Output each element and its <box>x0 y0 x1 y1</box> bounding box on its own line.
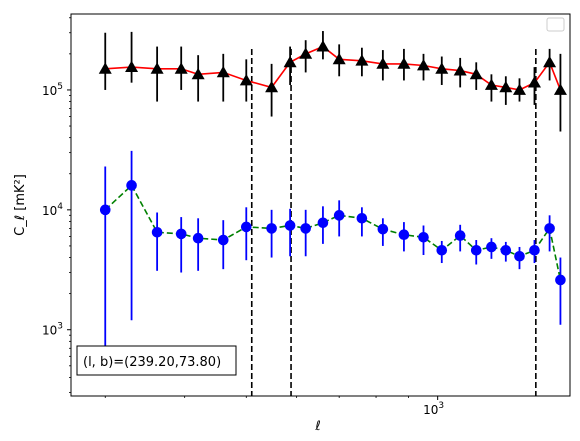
legend <box>546 17 565 32</box>
x-tick-base: 10 <box>423 403 438 417</box>
y-axis-label: C_ℓ [mK²] <box>13 174 28 236</box>
circle-point <box>217 234 229 246</box>
triangle-point <box>191 67 205 80</box>
annotation-box: (l, b)=(239.20,73.80) <box>76 345 237 376</box>
circle-point <box>470 244 482 256</box>
triangle-point <box>150 62 164 74</box>
triangle-point <box>499 80 513 93</box>
triangle-point <box>316 40 330 52</box>
triangle-point <box>283 55 297 68</box>
circle-point <box>500 244 512 256</box>
triangle-point <box>376 57 390 69</box>
triangle-point <box>265 80 279 93</box>
circle-point <box>436 244 448 256</box>
triangle-point <box>397 57 411 69</box>
triangle-point <box>239 73 253 86</box>
annotation-frame <box>76 345 237 376</box>
y-tick-base: 10 <box>42 204 57 218</box>
circle-point <box>356 212 368 224</box>
triangle-point <box>453 64 467 76</box>
circle-point <box>266 223 277 234</box>
circle-point <box>284 220 296 231</box>
circle-point <box>192 232 204 244</box>
circle-point <box>99 204 111 216</box>
circle-point <box>555 274 566 286</box>
circle-point <box>151 226 163 238</box>
circle-point <box>486 241 497 253</box>
legend-frame <box>546 17 565 32</box>
y-tick-exponent: 5 <box>57 82 63 92</box>
circle-point <box>529 244 540 256</box>
triangle-point <box>355 54 369 66</box>
triangle-point <box>469 67 483 80</box>
circle-point <box>514 250 525 262</box>
circle-point <box>333 210 345 221</box>
triangle-point <box>527 76 541 88</box>
y-tick-label: 104 <box>42 202 63 218</box>
circle-point <box>126 180 137 191</box>
y-tick-base: 10 <box>42 324 57 338</box>
triangle-point <box>125 60 139 73</box>
plot-area <box>71 14 570 396</box>
x-tick-exponent: 3 <box>438 401 444 411</box>
triangle-point <box>416 58 430 71</box>
series-layer <box>98 31 567 366</box>
triangle-point <box>174 62 188 74</box>
y-tick-exponent: 3 <box>57 322 63 332</box>
circle-point <box>544 223 555 234</box>
circle-point <box>175 228 187 240</box>
triangle-point <box>484 78 498 90</box>
triangle-point <box>543 55 557 68</box>
x-axis-label: ℓ <box>314 419 320 434</box>
circle-point <box>418 232 429 243</box>
y-tick-label: 105 <box>42 82 63 98</box>
y-tick-base: 10 <box>42 84 57 98</box>
circle-point <box>377 223 389 235</box>
circle-point <box>398 229 410 241</box>
y-tick-exponent: 4 <box>57 202 63 212</box>
triangle-point <box>98 62 112 74</box>
triangle-point <box>553 83 567 95</box>
x-tick-label: 103 <box>423 401 444 417</box>
series-0 <box>98 31 567 132</box>
plot-frame <box>70 13 571 397</box>
triangle-point <box>216 65 230 78</box>
circle-point <box>240 221 252 233</box>
series-1 <box>99 150 566 366</box>
triangle-point <box>435 62 449 74</box>
circle-point <box>300 223 311 234</box>
annotation-text: (l, b)=(239.20,73.80) <box>83 355 221 370</box>
circle-point <box>317 217 329 229</box>
circle-point <box>454 230 466 241</box>
y-tick-label: 103 <box>42 322 63 338</box>
triangle-point <box>512 83 526 95</box>
triangle-point <box>332 52 346 65</box>
triangle-point <box>299 47 313 59</box>
